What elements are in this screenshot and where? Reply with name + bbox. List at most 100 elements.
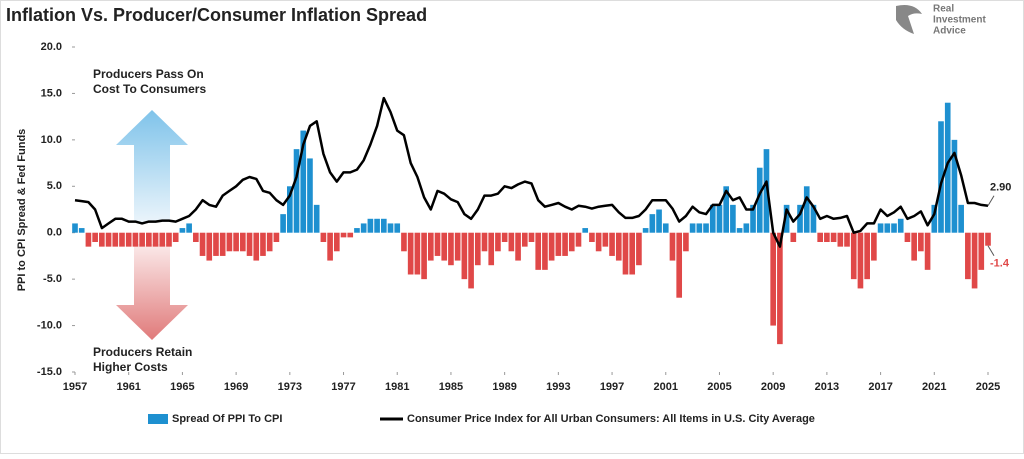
bar bbox=[166, 232, 172, 247]
bar bbox=[380, 218, 387, 233]
bar bbox=[495, 232, 501, 252]
bar bbox=[951, 139, 958, 233]
bar bbox=[777, 232, 783, 345]
bar bbox=[387, 223, 394, 233]
bar bbox=[72, 223, 78, 233]
bar bbox=[636, 232, 642, 266]
bar bbox=[656, 209, 662, 233]
legend-label: Spread Of PPI To CPI bbox=[172, 413, 282, 425]
line bbox=[74, 96, 989, 248]
bar bbox=[401, 232, 407, 252]
bar bbox=[615, 232, 622, 261]
bar bbox=[709, 204, 716, 233]
bar bbox=[374, 218, 380, 233]
bar bbox=[770, 232, 776, 326]
y-tick-label: -15.0 bbox=[37, 366, 62, 378]
y-tick-label: -5.0 bbox=[43, 273, 62, 285]
y-tick-label: 10.0 bbox=[41, 134, 62, 146]
bar bbox=[193, 232, 199, 242]
value-label: 2.90 bbox=[990, 182, 1011, 194]
bar bbox=[421, 232, 427, 280]
bar bbox=[434, 232, 441, 256]
bar bbox=[985, 232, 991, 246]
x-tick-label: 1997 bbox=[600, 381, 624, 393]
bar bbox=[159, 232, 166, 247]
legend-swatch bbox=[148, 414, 168, 424]
y-axis-label: PPI to CPI Spread & Fed Funds bbox=[16, 129, 28, 292]
bar bbox=[575, 232, 582, 247]
bar bbox=[703, 223, 709, 233]
bar bbox=[904, 232, 911, 242]
logo-text: Real bbox=[933, 4, 954, 15]
bar bbox=[696, 223, 703, 233]
bar bbox=[474, 232, 481, 266]
bar bbox=[468, 232, 474, 289]
bar bbox=[199, 232, 206, 256]
bar bbox=[568, 232, 575, 252]
value-label: -1.4 bbox=[990, 258, 1010, 270]
bar bbox=[293, 149, 300, 233]
bar bbox=[931, 204, 938, 233]
bar bbox=[501, 232, 508, 242]
bar bbox=[676, 232, 683, 298]
bar bbox=[857, 232, 864, 289]
x-tick-label: 2009 bbox=[761, 381, 785, 393]
bar bbox=[287, 186, 293, 233]
logo-text: Advice bbox=[933, 26, 966, 37]
bar bbox=[179, 228, 186, 233]
bar bbox=[307, 158, 313, 233]
bar bbox=[589, 232, 595, 242]
bar bbox=[347, 232, 354, 238]
bar bbox=[938, 121, 944, 233]
bar bbox=[649, 214, 656, 233]
bar bbox=[280, 214, 286, 233]
annotation: Producers Pass On bbox=[93, 67, 204, 81]
y-tick-label: 20.0 bbox=[41, 41, 62, 53]
bar bbox=[609, 232, 615, 256]
bar bbox=[542, 232, 548, 270]
bar bbox=[971, 232, 978, 289]
logo-text: Investment bbox=[933, 15, 986, 26]
y-tick-label: 0.0 bbox=[47, 227, 62, 239]
bar bbox=[327, 232, 333, 261]
bar bbox=[454, 232, 461, 261]
x-tick-label: 1985 bbox=[439, 381, 463, 393]
bar bbox=[488, 232, 495, 266]
bar bbox=[924, 232, 931, 270]
x-tick-label: 2001 bbox=[654, 381, 678, 393]
bar bbox=[864, 232, 870, 280]
bar bbox=[515, 232, 521, 261]
bar bbox=[535, 232, 542, 270]
bar bbox=[877, 223, 884, 233]
x-tick-label: 1977 bbox=[331, 381, 355, 393]
bar bbox=[911, 232, 917, 261]
x-tick-label: 1989 bbox=[492, 381, 516, 393]
chart-title: Inflation Vs. Producer/Consumer Inflatio… bbox=[6, 5, 427, 25]
bar bbox=[689, 223, 696, 233]
bar bbox=[246, 232, 253, 256]
bar bbox=[448, 232, 454, 266]
bar bbox=[92, 232, 98, 242]
bar bbox=[662, 223, 669, 233]
annotation: Higher Costs bbox=[93, 360, 168, 374]
bar bbox=[367, 218, 374, 233]
bar bbox=[891, 223, 897, 233]
y-tick-label: 5.0 bbox=[47, 180, 62, 192]
bar bbox=[837, 232, 844, 247]
bar bbox=[528, 232, 535, 242]
bar bbox=[582, 228, 589, 233]
bar bbox=[139, 232, 145, 247]
x-tick-label: 1993 bbox=[546, 381, 570, 393]
bar bbox=[978, 232, 985, 270]
bar bbox=[683, 232, 689, 252]
bar bbox=[481, 232, 488, 252]
bar bbox=[965, 232, 971, 280]
arrow-down bbox=[116, 244, 188, 340]
bar bbox=[172, 232, 179, 242]
x-tick-label: 2025 bbox=[976, 381, 1000, 393]
bar bbox=[642, 228, 649, 233]
bar bbox=[414, 232, 421, 275]
bar bbox=[817, 232, 823, 242]
x-tick-label: 1965 bbox=[170, 381, 194, 393]
x-tick-label: 1981 bbox=[385, 381, 409, 393]
